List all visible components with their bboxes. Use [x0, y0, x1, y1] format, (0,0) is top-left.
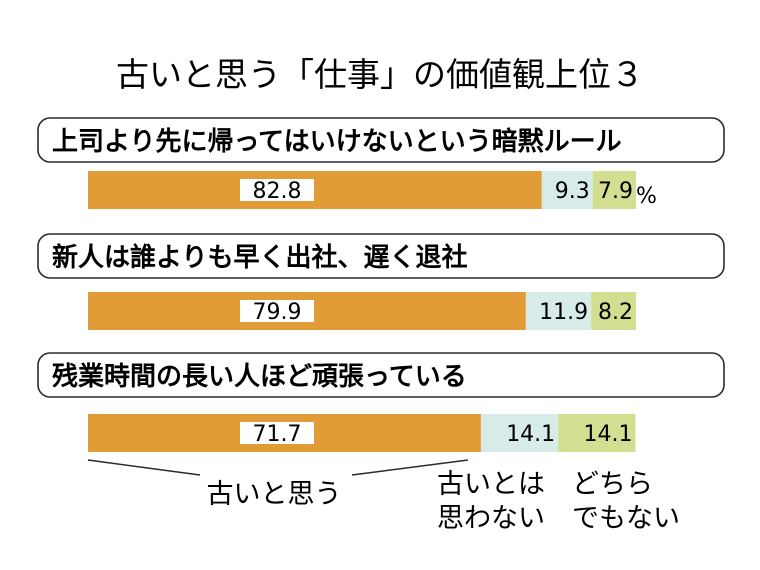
bar-segment [88, 171, 542, 209]
legend-bracket-left [87, 459, 201, 476]
value-label: 14.1 [506, 422, 555, 447]
chart-title: 古いと思う「仕事」の価値観上位３ [116, 55, 644, 94]
question-box [37, 117, 725, 163]
value-label: 8.2 [598, 300, 633, 325]
question-box [37, 352, 725, 398]
value-label-background [240, 300, 314, 322]
question-label: 残業時間の長い人ほど頑張っている [52, 362, 467, 392]
question-box [37, 233, 725, 279]
legend-label: どちら [572, 469, 653, 500]
value-label: 79.9 [253, 300, 302, 325]
legend-label: 古いと思う [207, 479, 342, 510]
value-label: 11.9 [539, 300, 588, 325]
bar-segment [480, 414, 559, 452]
bar-segment [558, 414, 636, 452]
value-label: 7.9 [598, 179, 633, 204]
bar-segment [525, 292, 592, 330]
value-label-background [240, 179, 314, 201]
value-label: 14.1 [583, 422, 632, 447]
legend-label: 古いとは [437, 469, 545, 500]
question-label: 上司より先に帰ってはいけないという暗黙ルール [52, 127, 622, 157]
legend-label: 思わない [437, 503, 545, 534]
legend-label: でもない [572, 503, 680, 534]
value-label: 9.3 [555, 179, 590, 204]
bar-segment [592, 171, 636, 209]
question-label: 新人は誰よりも早く出社、遅く退社 [52, 242, 467, 273]
value-label-background [240, 422, 314, 444]
bar-segment [541, 171, 593, 209]
value-label: 71.7 [253, 422, 302, 447]
unit-label: % [636, 184, 657, 209]
bar-segment [591, 292, 636, 330]
legend-bracket-right [351, 459, 469, 476]
value-label: 82.8 [253, 179, 302, 204]
